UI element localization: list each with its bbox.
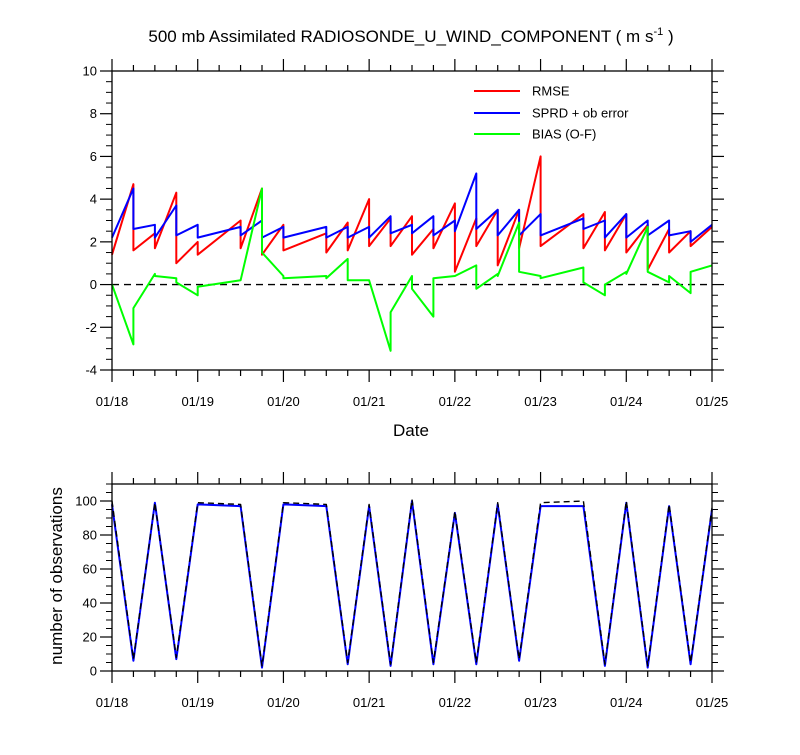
top-y-tick-label: 4 <box>90 192 97 207</box>
top-y-tick-label: 8 <box>90 106 97 121</box>
top-y-tick-label: -2 <box>85 320 97 335</box>
bottom-x-tick-label: 01/24 <box>610 695 643 710</box>
bottom-y-tick-label: 40 <box>83 596 97 611</box>
top-x-tick-label: 01/23 <box>524 394 557 409</box>
top-y-tick-label: 10 <box>83 64 97 79</box>
y-axis-title: number of observations <box>47 487 66 665</box>
top-x-tick-label: 01/19 <box>181 394 214 409</box>
bottom-y-tick-label: 60 <box>83 562 97 577</box>
bottom-x-tick-label: 01/23 <box>524 695 557 710</box>
top-x-tick-label: 01/25 <box>696 394 729 409</box>
top-series-bias-o-f <box>111 187 713 352</box>
top-plot-frame <box>111 70 713 371</box>
bottom-y-tick-label: 0 <box>90 664 97 679</box>
top-axis-ticks <box>100 59 724 382</box>
top-series-sprd-ob-error <box>111 172 713 243</box>
bottom-x-tick-label: 01/19 <box>181 695 214 710</box>
top-y-tick-labels: -4 -2 0 2 4 6 8 10 <box>83 64 97 378</box>
bottom-axis-ticks <box>100 472 724 683</box>
x-axis-title: Date <box>393 421 429 440</box>
bottom-x-tick-label: 01/25 <box>696 695 729 710</box>
bottom-series-group <box>111 498 713 669</box>
top-x-tick-labels: 01/18 01/19 01/20 01/21 01/22 01/23 01/24 01/25 <box>96 394 729 409</box>
bottom-plot-frame <box>111 483 713 672</box>
bottom-series-observations-used <box>111 500 713 669</box>
top-chart: 500 mb Assimilated RADIOSONDE_U_WIND_COM… <box>83 26 729 440</box>
legend-label: BIAS (O-F) <box>532 127 596 142</box>
bottom-y-tick-labels: 0 20 40 60 80 100 <box>75 494 97 679</box>
legend-label: RMSE <box>532 84 570 99</box>
bottom-x-tick-label: 01/18 <box>96 695 129 710</box>
top-series-rmse <box>111 155 713 273</box>
top-x-tick-label: 01/20 <box>267 394 300 409</box>
bottom-x-tick-label: 01/22 <box>439 695 472 710</box>
top-y-tick-label: -4 <box>85 363 97 378</box>
top-x-tick-label: 01/24 <box>610 394 643 409</box>
bottom-x-tick-labels: 01/18 01/19 01/20 01/21 01/22 01/23 01/24 01/25 <box>96 695 729 710</box>
top-y-tick-label: 6 <box>90 149 97 164</box>
bottom-y-tick-label: 100 <box>75 494 97 509</box>
bottom-y-tick-label: 80 <box>83 528 97 543</box>
top-x-tick-label: 01/18 <box>96 394 129 409</box>
top-y-tick-label: 0 <box>90 277 97 292</box>
bottom-series-observations-possible <box>111 498 713 667</box>
legend-label: SPRD + ob error <box>532 106 629 121</box>
chart-title: 500 mb Assimilated RADIOSONDE_U_WIND_COM… <box>148 26 673 46</box>
bottom-x-tick-label: 01/20 <box>267 695 300 710</box>
bottom-y-tick-label: 20 <box>83 630 97 645</box>
top-y-tick-label: 2 <box>90 234 97 249</box>
top-x-tick-label: 01/21 <box>353 394 386 409</box>
legend: RMSE SPRD + ob error BIAS (O-F) <box>474 84 629 142</box>
top-x-tick-label: 01/22 <box>439 394 472 409</box>
bottom-x-tick-label: 01/21 <box>353 695 386 710</box>
top-series-group <box>111 155 713 352</box>
